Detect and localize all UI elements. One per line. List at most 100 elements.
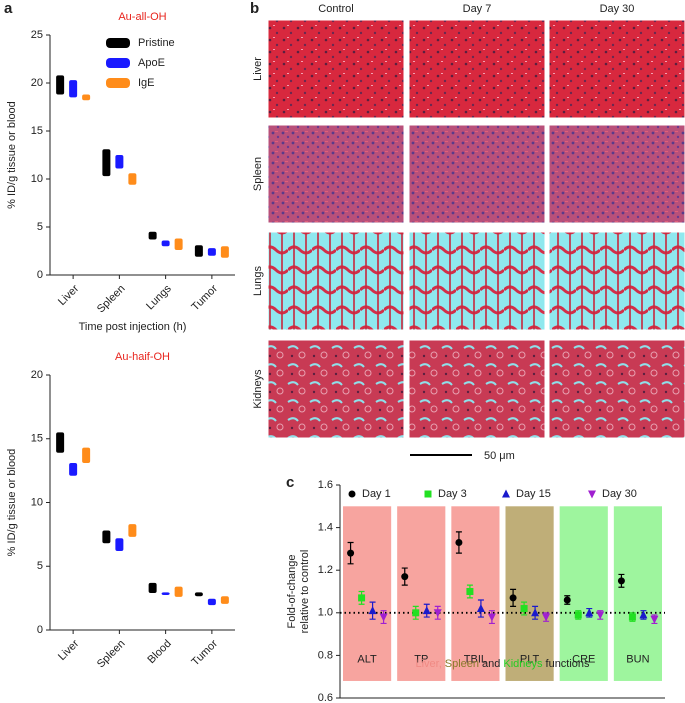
point <box>520 605 528 613</box>
point <box>563 596 571 604</box>
group-background <box>559 506 608 681</box>
point <box>574 611 582 619</box>
y-tick-label: 20 <box>31 77 43 89</box>
x-tick-label: Tumor <box>189 637 220 668</box>
point <box>368 606 377 615</box>
histology-image <box>408 19 546 119</box>
legend-swatch <box>106 38 130 48</box>
range-bar <box>115 155 124 169</box>
row-label: Spleen <box>252 157 264 191</box>
y-tick-label: 25 <box>31 29 43 41</box>
caption-part: and <box>482 658 500 670</box>
x-tick-label: Liver <box>56 637 82 663</box>
panel-label: b <box>250 0 259 17</box>
point <box>379 613 388 622</box>
row-label: Liver <box>252 57 264 81</box>
caption-part: Liver, <box>415 658 441 670</box>
legend-label: Day 15 <box>516 488 551 500</box>
x-tick-label: Lungs <box>144 282 174 312</box>
point <box>650 615 659 624</box>
point <box>628 613 636 621</box>
range-bar <box>220 596 229 604</box>
panel-label: c <box>286 474 294 491</box>
y-axis-label: % ID/g tissue or blood <box>6 449 18 557</box>
range-bar <box>69 462 78 476</box>
histology-image <box>267 19 405 119</box>
y-tick-label: 5 <box>37 221 43 233</box>
column-label: Day 30 <box>600 3 635 15</box>
y-tick-label: 1.0 <box>318 607 333 619</box>
point <box>466 588 474 595</box>
histology-grid: Control Day 7 Day 30 Liver Spleen Lungs Kidney… <box>252 3 685 439</box>
y-tick-label: 1.4 <box>318 522 333 534</box>
scale-bar-label: 50 μm <box>484 450 515 462</box>
group-background <box>613 506 662 681</box>
histology-image <box>548 231 685 331</box>
x-axis-label: Time post injection (h) <box>79 321 187 333</box>
point <box>487 613 496 622</box>
histology-image <box>267 339 405 439</box>
legend-label: Pristine <box>138 37 175 49</box>
point <box>433 609 442 618</box>
group-background <box>397 506 446 681</box>
column-label: Day 7 <box>463 3 492 15</box>
column-label: Control <box>318 3 353 15</box>
legend-swatch <box>106 58 130 68</box>
y-tick-label: 1.6 <box>318 479 333 491</box>
point <box>412 609 420 617</box>
point <box>348 490 356 498</box>
range-bar <box>56 432 65 453</box>
range-bar <box>220 246 229 258</box>
range-bar <box>194 245 203 257</box>
x-tick-label: Liver <box>56 282 82 308</box>
point <box>588 490 596 499</box>
range-bar <box>174 586 183 597</box>
x-tick-label: Spleen <box>95 638 128 671</box>
histology-image <box>548 339 685 439</box>
point <box>542 613 551 622</box>
caption: Liver, Spleen and Kidneys functions <box>415 658 590 670</box>
category-label: ALT <box>357 654 377 666</box>
y-axis-label: Fold-of-change <box>286 555 298 629</box>
y-tick-label: 0.6 <box>318 692 333 703</box>
range-bar <box>128 524 137 537</box>
histology-image <box>267 124 405 224</box>
y-tick-label: 1.2 <box>318 564 333 576</box>
y-tick-label: 15 <box>31 433 43 445</box>
point <box>639 610 648 619</box>
histology-image <box>548 124 685 224</box>
legend-label: Day 1 <box>362 488 391 500</box>
category-label: PLT <box>520 654 540 666</box>
y-tick-label: 5 <box>37 560 43 572</box>
range-bar <box>128 173 137 185</box>
range-bar <box>102 149 111 177</box>
point <box>347 549 355 557</box>
y-tick-label: 15 <box>31 125 43 137</box>
range-bar <box>161 240 170 247</box>
histology-image <box>548 19 685 119</box>
range-bar <box>115 538 124 551</box>
x-tick-label: Blood <box>145 638 173 666</box>
y-tick-label: 0.8 <box>318 649 333 661</box>
range-bar <box>161 592 170 595</box>
category-label: TP <box>414 654 428 666</box>
point <box>617 577 625 585</box>
y-axis-label: % ID/g tissue or blood <box>6 101 18 209</box>
y-tick-label: 10 <box>31 173 43 185</box>
y-tick-label: 0 <box>37 269 43 281</box>
y-tick-label: 0 <box>37 624 43 636</box>
caption-part: Kidneys <box>503 658 543 670</box>
point <box>585 608 594 617</box>
legend-label: Day 30 <box>602 488 637 500</box>
point <box>401 573 409 581</box>
legend-label: Day 3 <box>438 488 467 500</box>
y-axis-label: relative to control <box>299 550 311 634</box>
range-bar <box>207 248 216 256</box>
range-bar <box>207 598 216 606</box>
x-tick-label: Spleen <box>95 283 128 316</box>
point <box>531 608 540 617</box>
chart-title: Au-haif-OH <box>115 351 170 363</box>
point <box>502 489 510 498</box>
legend-swatch <box>106 78 130 88</box>
range-bar <box>69 80 78 98</box>
